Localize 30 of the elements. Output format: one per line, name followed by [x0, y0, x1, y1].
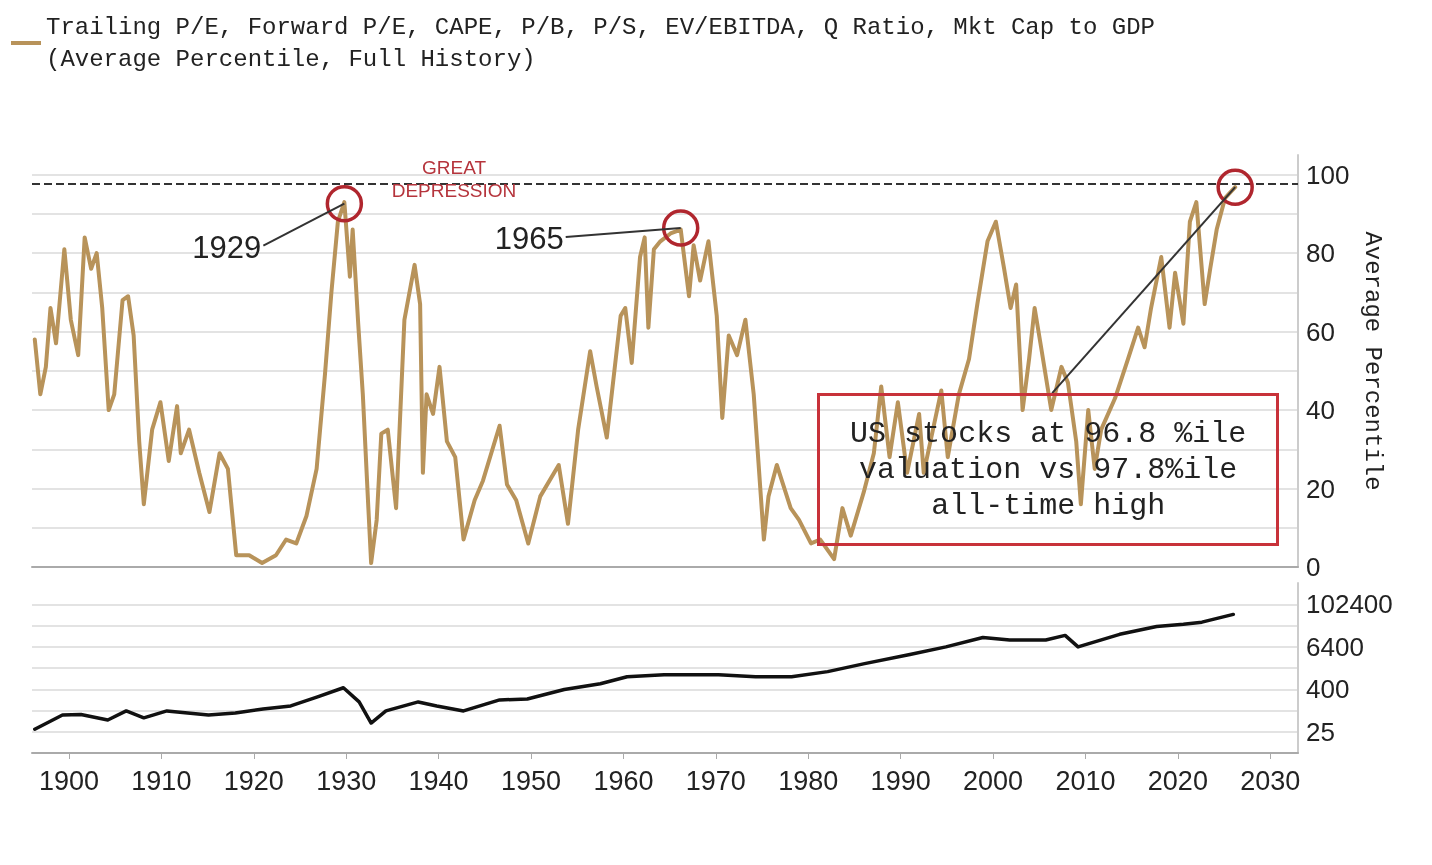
line-series [33, 612, 1236, 732]
x-tick-label: 1940 [408, 765, 469, 796]
annotation: 1929 [192, 229, 262, 267]
y-tick-label: 6400 [1306, 631, 1364, 662]
y-tick-label: 80 [1306, 238, 1335, 269]
annotation: 1965 [494, 220, 564, 258]
y-tick-label: 60 [1306, 316, 1335, 347]
y-tick-label: 40 [1306, 395, 1335, 426]
x-tick-label: 2000 [963, 765, 1024, 796]
legend-label: Trailing P/E, Forward P/E, CAPE, P/B, P/S, EV/EBITDA, Q Ratio, Mkt Cap to GDP (Average Percentile, Full History) [46, 13, 1155, 73]
y-tick-label: 400 [1306, 674, 1350, 705]
y-tick-label: 20 [1306, 473, 1335, 504]
x-tick-label: 2020 [1147, 765, 1208, 796]
x-tick-label: 1930 [316, 765, 377, 796]
x-tick-label: 1970 [685, 765, 746, 796]
x-tick-label: 1950 [500, 765, 562, 796]
x-tick-label: 1980 [778, 765, 839, 796]
x-tick-label: 1960 [593, 765, 654, 796]
x-tick-label: 1990 [870, 765, 931, 796]
y-tick-label: 0 [1306, 552, 1321, 582]
x-tick-label: 1910 [131, 765, 192, 796]
y-tick-label: 25 [1306, 717, 1335, 748]
annotation: GREAT DEPRESSION [391, 157, 517, 203]
x-tick-label: 2010 [1055, 765, 1116, 796]
y-axis-title: Average Percentile [1358, 231, 1386, 491]
x-tick-label: 2030 [1240, 765, 1301, 796]
x-tick-label: 1920 [223, 765, 284, 796]
x-tick-label: 1900 [38, 765, 99, 796]
y-tick-label: 100 [1306, 159, 1350, 190]
y-tick-label: 102400 [1306, 589, 1393, 620]
